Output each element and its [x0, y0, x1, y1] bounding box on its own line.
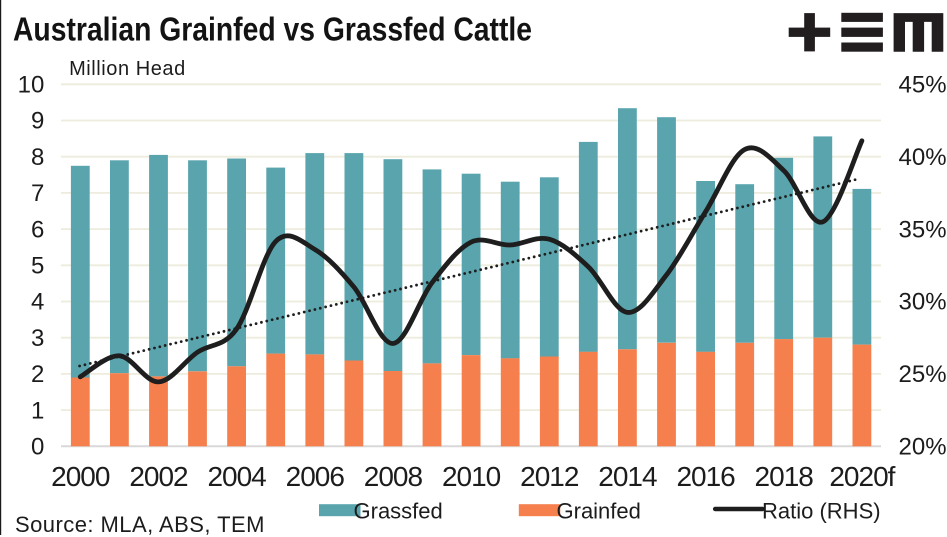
svg-text:Million Head: Million Head	[69, 58, 186, 80]
svg-text:20%: 20%	[899, 434, 947, 461]
svg-text:2016: 2016	[676, 461, 735, 492]
svg-text:2010: 2010	[442, 461, 501, 492]
svg-text:30%: 30%	[899, 289, 947, 316]
svg-text:Source: MLA, ABS, TEM: Source: MLA, ABS, TEM	[15, 512, 265, 537]
svg-text:3: 3	[31, 325, 44, 352]
svg-text:Ratio (RHS): Ratio (RHS)	[762, 498, 881, 523]
svg-text:45%: 45%	[899, 72, 947, 99]
svg-text:7: 7	[31, 180, 44, 207]
svg-text:4: 4	[31, 289, 44, 316]
svg-text:1: 1	[31, 397, 44, 424]
svg-text:2006: 2006	[286, 461, 345, 492]
svg-text:2018: 2018	[755, 461, 814, 492]
svg-text:Grainfed: Grainfed	[557, 498, 641, 523]
svg-text:Grassfed: Grassfed	[354, 498, 443, 523]
svg-text:9: 9	[31, 108, 44, 135]
svg-text:2008: 2008	[364, 461, 423, 492]
svg-text:0: 0	[31, 434, 44, 461]
svg-text:35%: 35%	[899, 216, 947, 243]
svg-text:2004: 2004	[207, 461, 266, 492]
svg-text:2000: 2000	[51, 461, 110, 492]
svg-text:2002: 2002	[129, 461, 188, 492]
svg-text:2014: 2014	[598, 461, 657, 492]
svg-text:5: 5	[31, 253, 44, 280]
svg-text:10: 10	[18, 72, 45, 99]
svg-text:6: 6	[31, 216, 44, 243]
svg-text:40%: 40%	[899, 144, 947, 171]
svg-text:2: 2	[31, 361, 44, 388]
svg-text:2012: 2012	[520, 461, 579, 492]
svg-text:Australian Grainfed vs Grassfe: Australian Grainfed vs Grassfed Cattle	[13, 11, 532, 48]
svg-text:2020f: 2020f	[829, 461, 895, 492]
svg-text:8: 8	[31, 144, 44, 171]
svg-text:25%: 25%	[899, 361, 947, 388]
